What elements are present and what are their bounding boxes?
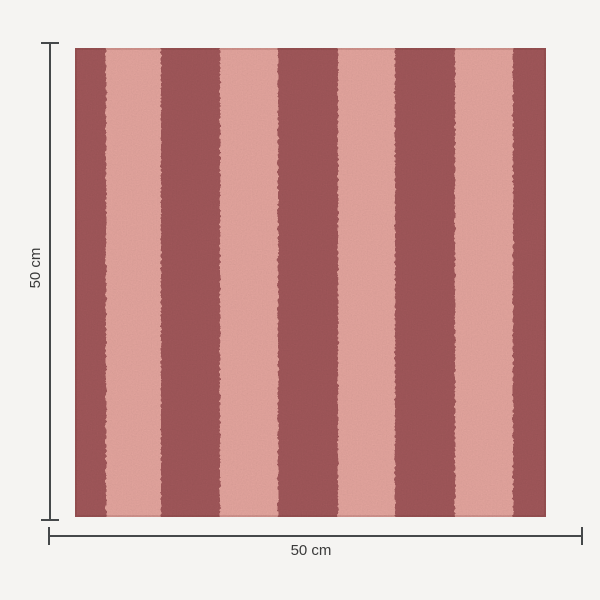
width-dimension-line: [49, 535, 583, 537]
swatch-edge-shade: [75, 48, 546, 517]
striped-swatch: [75, 48, 546, 517]
width-dimension-cap-right: [581, 527, 583, 545]
height-dimension-line: [49, 43, 51, 521]
width-dimension-cap-left: [48, 527, 50, 545]
height-dimension-cap-top: [41, 42, 59, 44]
width-dimension-label: 50 cm: [290, 542, 332, 559]
texture-grain-overlay: [75, 48, 546, 517]
height-dimension-label: 50 cm: [26, 247, 44, 289]
height-dimension-cap-bottom: [41, 519, 59, 521]
striped-swatch-image: [75, 48, 546, 517]
